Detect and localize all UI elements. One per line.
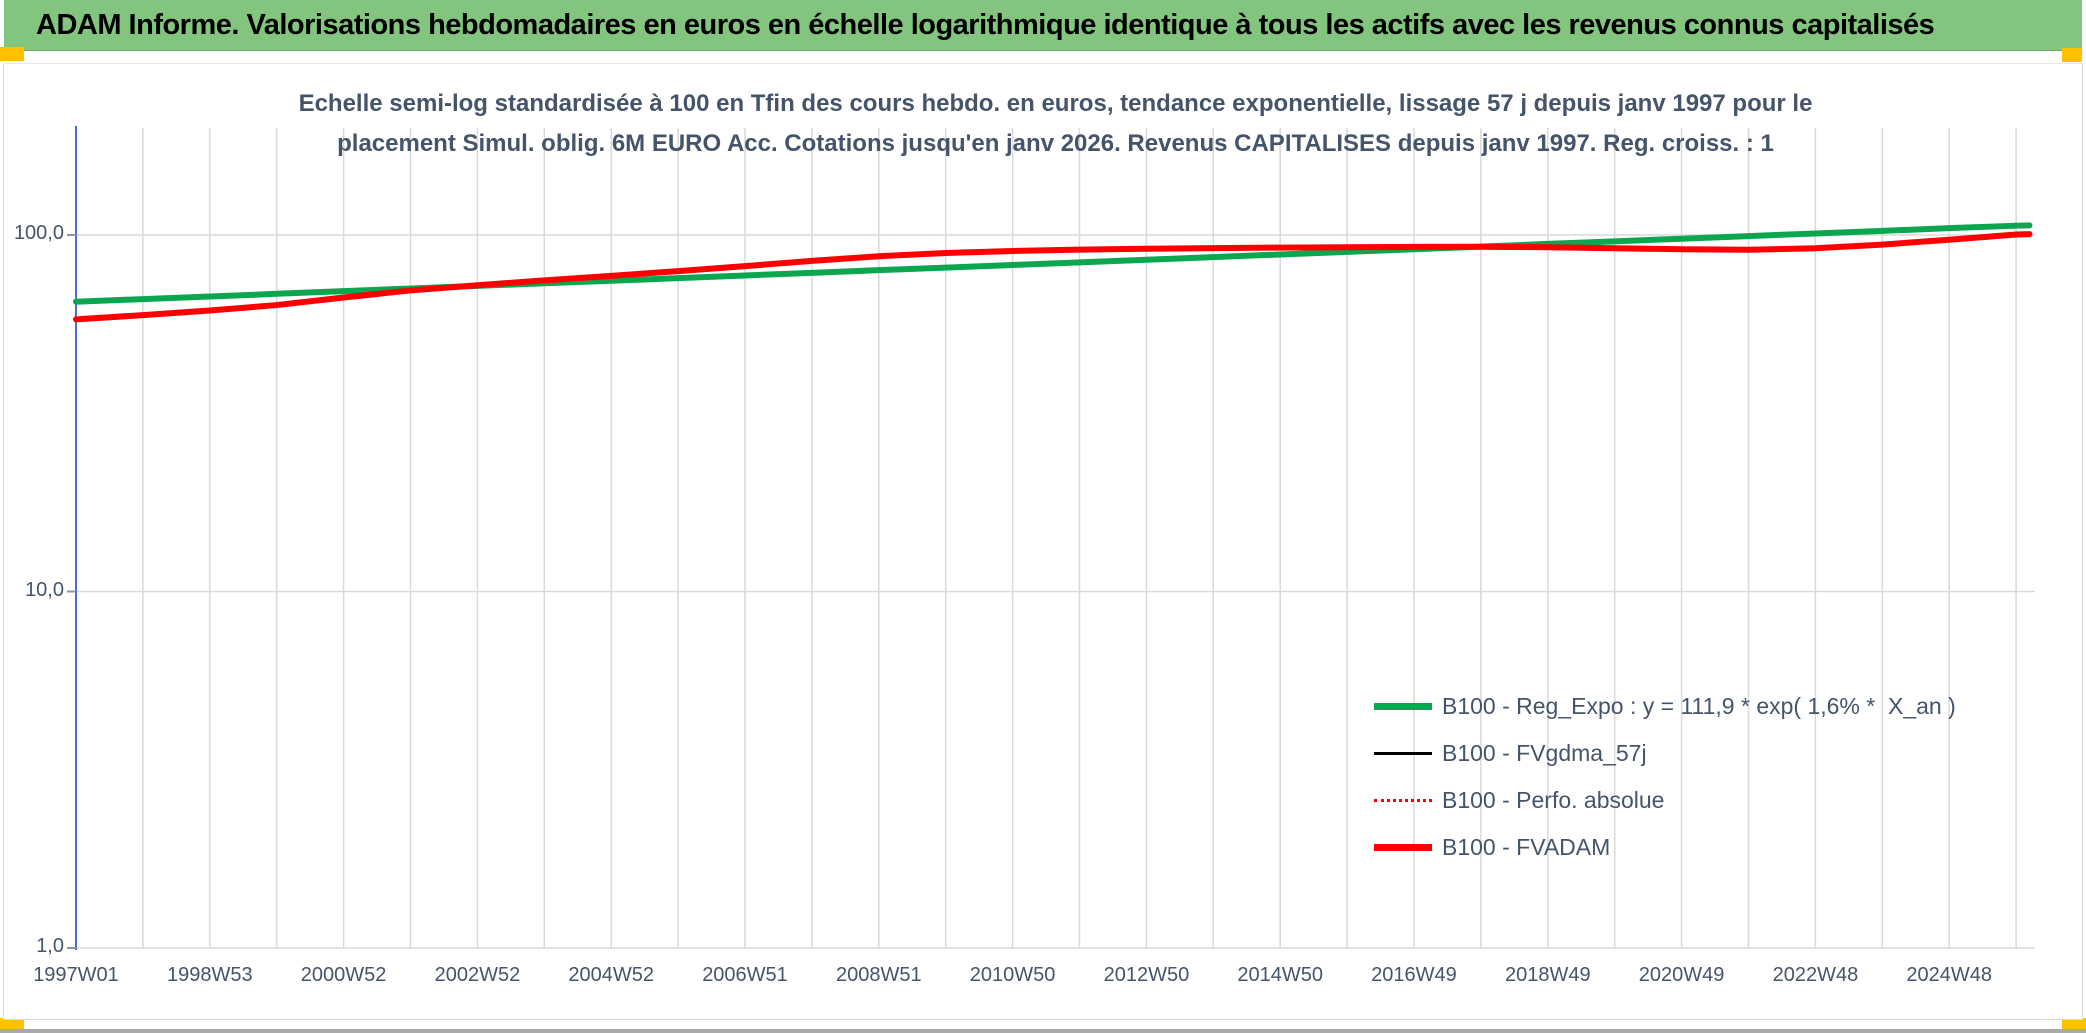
- chart-legend: B100 - Reg_Expo : y = 111,9 * exp( 1,6% …: [1374, 683, 1956, 871]
- legend-swatch-green-line: [1374, 703, 1432, 710]
- chart-subtitle: Echelle semi-log standardisée à 100 en T…: [76, 84, 2035, 164]
- bottom-edge-strip: [0, 1029, 2086, 1033]
- legend-item-perfo-absolue[interactable]: B100 - Perfo. absolue: [1374, 777, 1956, 824]
- corner-marker-bottom-left: [0, 1018, 24, 1032]
- x-axis-label: 2008W51: [835, 964, 922, 986]
- legend-label: B100 - Reg_Expo : y = 111,9 * exp( 1,6% …: [1442, 693, 1956, 719]
- app-title: ADAM Informe. Valorisations hebdomadaire…: [36, 8, 1935, 41]
- series-line-b100-reg-expo-y-111-9-exp-1-6-x-an-[interactable]: [73, 222, 2033, 305]
- x-axis-label: 2002W52: [434, 964, 521, 986]
- x-axis-label: 2004W52: [568, 964, 654, 986]
- x-axis-label: 2006W51: [702, 964, 788, 986]
- y-axis-label: 1,0: [36, 935, 64, 957]
- x-axis-label: 2018W49: [1504, 964, 1591, 986]
- legend-swatch-black-line: [1374, 752, 1432, 755]
- x-axis-label: 2020W49: [1638, 964, 1725, 986]
- legend-label: B100 - FVgdma_57j: [1442, 740, 1647, 766]
- x-axis-label: 1998W53: [166, 964, 253, 986]
- legend-swatch-red-line: [1374, 844, 1432, 851]
- legend-item-fvgdma[interactable]: B100 - FVgdma_57j: [1374, 730, 1956, 777]
- title-bar: ADAM Informe. Valorisations hebdomadaire…: [4, 0, 2082, 51]
- y-axis-label: 100,0: [13, 222, 64, 244]
- legend-swatch-red-dotted-line: [1374, 799, 1432, 802]
- chart-subtitle-line1: Echelle semi-log standardisée à 100 en T…: [298, 90, 1813, 117]
- x-axis-label: 2024W48: [1906, 964, 1992, 986]
- x-axis-label: 2000W52: [300, 964, 387, 986]
- corner-marker-top-right: [2062, 48, 2082, 62]
- legend-item-fvadam[interactable]: B100 - FVADAM: [1374, 824, 1956, 871]
- corner-marker-top-left: [0, 47, 24, 61]
- y-axis-label: 10,0: [25, 578, 64, 601]
- corner-marker-bottom-right: [2062, 1018, 2086, 1032]
- chart-subtitle-line2: placement Simul. oblig. 6M EURO Acc. Cot…: [337, 130, 1774, 157]
- x-axis-label: 2012W50: [1103, 964, 1190, 986]
- x-axis-label: 2010W50: [969, 964, 1056, 986]
- x-axis-label: 1997W01: [33, 964, 119, 986]
- x-axis-label: 2016W49: [1371, 964, 1457, 986]
- x-axis-label: 2022W48: [1772, 964, 1859, 986]
- series-line-b100-fvadam[interactable]: [73, 231, 2033, 323]
- x-axis-label: 2014W50: [1237, 964, 1323, 986]
- legend-label: B100 - Perfo. absolue: [1442, 787, 1665, 813]
- legend-label: B100 - FVADAM: [1442, 834, 1611, 860]
- chart-frame[interactable]: [3, 63, 2083, 1020]
- legend-item-reg-expo[interactable]: B100 - Reg_Expo : y = 111,9 * exp( 1,6% …: [1374, 683, 1956, 730]
